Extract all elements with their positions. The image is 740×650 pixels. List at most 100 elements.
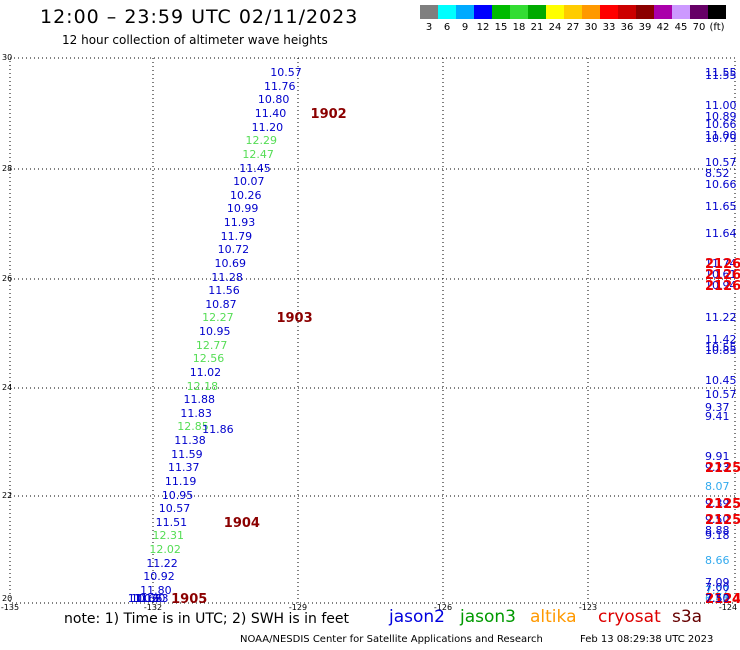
scale-label: 6: [443, 22, 451, 33]
swh-value-label: 9.50: [705, 513, 730, 527]
scale-swatch: [582, 5, 600, 19]
swh-value-label: 10.79: [705, 131, 737, 145]
swh-value-label: 10.57: [705, 387, 737, 401]
scale-swatch: [438, 5, 456, 19]
footer-note: note: 1) Time is in UTC; 2) SWH is in fe…: [64, 611, 350, 627]
map-title: 12:00 – 23:59 UTC 02/11/2023: [40, 6, 359, 28]
map-subtitle: 12 hour collection of altimeter wave hei…: [62, 33, 328, 47]
swh-value-label: 10.45: [705, 374, 737, 388]
swh-value-label: 10.85: [705, 344, 737, 358]
swh-value-label: 11.88: [183, 393, 216, 407]
swh-value-label: 10.57: [270, 66, 302, 80]
scale-label: 24: [548, 22, 562, 33]
swh-value-label: 11.56: [208, 284, 240, 298]
swh-value-label: 10.66: [130, 592, 163, 605]
swh-value-label: 8.88: [705, 523, 730, 537]
swh-value-label: 12.77: [195, 338, 228, 352]
scale-label: 3: [425, 22, 433, 33]
pass-number-label: 2125: [705, 496, 740, 512]
scale-label: 36: [620, 22, 634, 33]
pass-number-label: 2125: [705, 461, 740, 477]
swh-value-label: 11.42: [705, 333, 737, 347]
swh-value-label: 11.59: [171, 447, 203, 461]
lon-tick-label: -124: [719, 603, 737, 612]
pass-number-label: 2124: [705, 592, 740, 607]
swh-value-label: 10.61: [705, 267, 737, 281]
swh-value-label: 11.76: [264, 79, 296, 93]
swh-value-label: 11.22: [146, 556, 178, 570]
satellite-legend-item: jason3: [460, 607, 516, 627]
scale-swatch: [600, 5, 618, 19]
credit-text: NOAA/NESDIS Center for Satellite Applica…: [240, 634, 543, 645]
swh-value-label: 8.52: [705, 167, 730, 180]
swh-value-label: 10.95: [161, 488, 194, 502]
pass-number-label: 2126: [705, 278, 740, 294]
pass-number-label: 1904: [223, 515, 260, 531]
swh-value-label: 8.07: [705, 480, 730, 494]
lat-tick-label: 28: [2, 164, 12, 173]
swh-value-label: 9.23: [705, 461, 730, 475]
scale-label: 39: [638, 22, 652, 33]
satellite-legend-item: jason2: [389, 607, 445, 627]
scale-label: 9: [461, 22, 469, 33]
swh-value-label: 11.38: [174, 434, 206, 448]
scale-swatch: [618, 5, 636, 19]
scale-swatch: [672, 5, 690, 19]
swh-value-label: 10.95: [198, 325, 231, 339]
scale-swatch: [510, 5, 528, 19]
pass-number-label: 2126: [705, 256, 740, 272]
swh-value-label: 12.27: [202, 311, 234, 325]
swh-value-label: 11.65: [705, 199, 737, 213]
swh-value-label: 11.22: [705, 311, 737, 325]
swh-value-label: 12.02: [149, 543, 181, 557]
scale-swatch: [420, 5, 438, 19]
swh-value-label: 7.27: [705, 583, 730, 597]
swh-value-label: 9.41: [705, 409, 730, 423]
swh-value-label: 11.02: [189, 365, 222, 379]
pass-number-label: 1903: [276, 311, 313, 327]
swh-value-label: 10.07: [233, 175, 265, 189]
pass-number-label: 2125: [705, 513, 740, 529]
swh-value-label: 10.87: [205, 297, 237, 311]
swh-value-label: 6.55: [705, 592, 730, 605]
swh-value-label: 7.09: [705, 575, 730, 589]
lon-tick-label: -135: [1, 603, 19, 612]
swh-value-label: 10.72: [217, 243, 250, 257]
swh-value-label: 11.37: [168, 461, 200, 475]
swh-value-label: 7.12: [705, 592, 730, 605]
swh-value-label: 12.85: [177, 420, 209, 434]
swh-value-label: 11.86: [202, 423, 234, 437]
pass-number-label: 2124: [705, 592, 740, 607]
scale-swatch: [564, 5, 582, 19]
lon-tick-label: -129: [289, 603, 307, 612]
swh-value-label: 10.23: [137, 592, 169, 605]
swh-value-label: 10.94: [705, 278, 737, 292]
scale-swatch: [492, 5, 510, 19]
swh-value-label: 10.57: [158, 502, 191, 516]
swh-value-label: 11.45: [239, 161, 271, 175]
swh-value-label: 11.16: [127, 592, 160, 605]
swh-value-label: 12.47: [242, 147, 274, 161]
scale-swatch: [636, 5, 654, 19]
scale-swatch: [456, 5, 474, 19]
swh-value-label: 12.31: [152, 529, 185, 543]
pass-number-label: 1905: [171, 592, 208, 607]
satellite-legend-item: altika: [530, 607, 577, 627]
swh-value-label: 10.66: [705, 177, 737, 191]
pass-number-label: 1902: [310, 107, 347, 123]
swh-value-label: 11.83: [180, 406, 212, 420]
swh-value-label: 10.80: [257, 93, 290, 107]
scale-label: 27: [566, 22, 580, 33]
swh-value-label: 11.80: [140, 583, 172, 597]
swh-value-label: 9.37: [705, 401, 730, 415]
lat-tick-label: 22: [2, 491, 12, 500]
lon-tick-label: -123: [579, 603, 597, 612]
lat-tick-label: 30: [2, 53, 12, 62]
swh-value-label: 11.19: [164, 474, 197, 488]
satellite-legend-item: cryosat: [598, 607, 661, 627]
swh-value-label: 10.26: [229, 188, 262, 202]
swh-value-label: 7.50: [705, 592, 730, 605]
swh-value-label: 11.40: [254, 107, 287, 121]
swh-value-label: 8.66: [705, 553, 730, 567]
